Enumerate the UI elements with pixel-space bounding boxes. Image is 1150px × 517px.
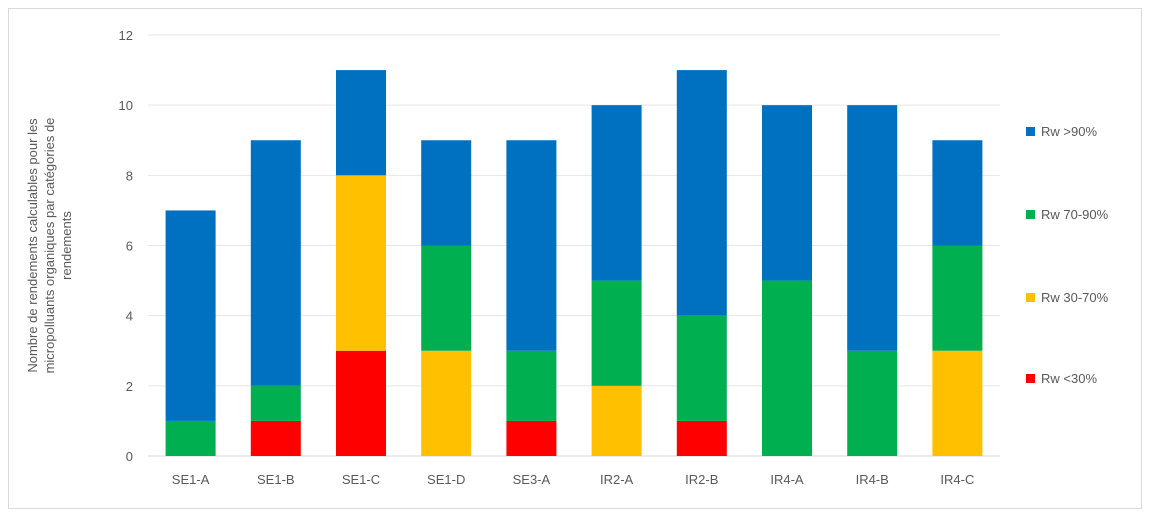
y-axis-label-line: rendements	[59, 211, 74, 280]
bar-IR2-A-rw-90-	[591, 105, 642, 281]
bar-IR2-B-rw-90-	[676, 70, 727, 316]
bar-SE1-D-rw-70-90-	[421, 245, 472, 351]
bar-IR2-B-rw-30-	[676, 420, 727, 456]
y-axis-label: Nombre de rendements calculables pour le…	[25, 118, 74, 374]
bar-SE3-A-rw-30-	[506, 420, 557, 456]
x-tick-label: SE1-B	[257, 472, 295, 487]
bar-SE1-C-rw-30-70-	[336, 175, 386, 351]
x-tick-label: IR4-B	[856, 472, 889, 487]
bar-IR2-B-rw-70-90-	[676, 315, 727, 421]
y-tick-label: 4	[126, 309, 133, 324]
bar-SE1-A-rw-70-90-	[165, 420, 216, 456]
y-tick-label: 10	[119, 98, 133, 113]
legend-swatch	[1026, 210, 1035, 219]
y-axis-ticks: 0 2 4 6 8 10 12	[119, 28, 133, 464]
legend-swatch	[1026, 127, 1035, 136]
x-tick-label: IR2-A	[600, 472, 634, 487]
bar-SE3-A-rw-90-	[506, 140, 557, 351]
legend-swatch	[1026, 374, 1035, 383]
y-tick-label: 0	[126, 449, 133, 464]
y-axis-label-line: micropolluants organiques par catégories…	[42, 118, 57, 374]
y-axis-label-line: Nombre de rendements calculables pour le…	[25, 118, 40, 373]
bar-IR2-A-rw-70-90-	[591, 280, 642, 386]
bar-IR4-B-rw-70-90-	[847, 350, 898, 456]
x-tick-label: SE1-D	[427, 472, 465, 487]
bars	[165, 70, 983, 456]
bar-SE1-B-rw-30-	[250, 420, 301, 456]
legend-label: Rw 70-90%	[1041, 207, 1109, 222]
y-tick-label: 12	[119, 28, 133, 43]
bar-IR4-A-rw-90-	[762, 105, 812, 281]
bar-SE3-A-rw-70-90-	[506, 350, 557, 421]
x-tick-label: SE3-A	[513, 472, 551, 487]
bar-SE1-D-rw-90-	[421, 140, 472, 246]
x-tick-label: IR4-C	[940, 472, 974, 487]
legend: Rw >90% Rw 70-90% Rw 30-70% Rw <30%	[1026, 124, 1109, 386]
bar-IR4-A-rw-70-90-	[762, 280, 812, 456]
bar-SE1-D-rw-30-70-	[421, 350, 472, 456]
bar-SE1-A-rw-90-	[165, 210, 216, 421]
bar-IR4-C-rw-90-	[932, 140, 983, 246]
legend-label: Rw 30-70%	[1041, 290, 1109, 305]
legend-label: Rw <30%	[1041, 371, 1097, 386]
bar-IR4-C-rw-30-70-	[932, 350, 983, 456]
bar-SE1-C-rw-30-	[336, 350, 386, 456]
y-tick-label: 2	[126, 379, 133, 394]
y-tick-label: 6	[126, 239, 133, 254]
x-tick-label: IR2-B	[685, 472, 718, 487]
bar-IR4-C-rw-70-90-	[932, 245, 983, 351]
bar-IR2-A-rw-30-70-	[591, 385, 642, 456]
legend-label: Rw >90%	[1041, 124, 1097, 139]
bar-SE1-B-rw-70-90-	[250, 385, 301, 421]
bar-SE1-C-rw-90-	[336, 70, 386, 176]
x-tick-label: SE1-C	[342, 472, 380, 487]
bar-SE1-B-rw-90-	[250, 140, 301, 386]
y-tick-label: 8	[126, 168, 133, 183]
x-axis-ticks: SE1-A SE1-B SE1-C SE1-D SE3-A IR2-A IR2-B IR4-A…	[172, 472, 975, 487]
x-tick-label: SE1-A	[172, 472, 210, 487]
legend-swatch	[1026, 293, 1035, 302]
bar-IR4-B-rw-90-	[847, 105, 898, 351]
x-tick-label: IR4-A	[770, 472, 804, 487]
